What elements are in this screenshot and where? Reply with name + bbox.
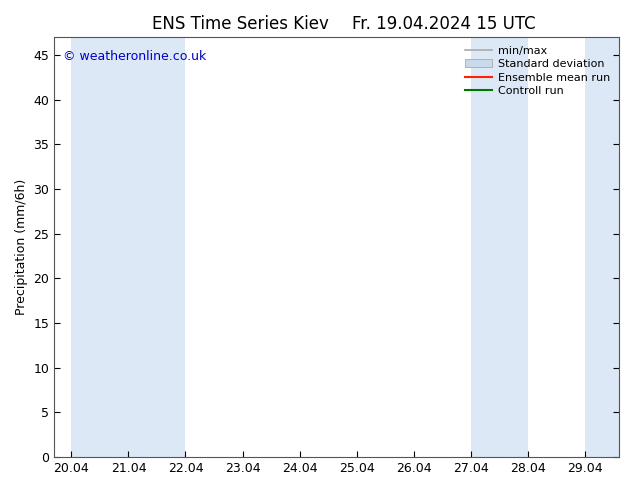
Text: ENS Time Series Kiev: ENS Time Series Kiev (153, 15, 329, 33)
Text: © weatheronline.co.uk: © weatheronline.co.uk (63, 49, 206, 63)
Bar (72, 37, 186, 457)
Bar (470, 37, 527, 457)
Bar (585, 37, 619, 457)
Legend: min/max, Standard deviation, Ensemble mean run, Controll run: min/max, Standard deviation, Ensemble me… (461, 43, 614, 99)
Text: Fr. 19.04.2024 15 UTC: Fr. 19.04.2024 15 UTC (352, 15, 536, 33)
Y-axis label: Precipitation (mm/6h): Precipitation (mm/6h) (15, 179, 28, 315)
